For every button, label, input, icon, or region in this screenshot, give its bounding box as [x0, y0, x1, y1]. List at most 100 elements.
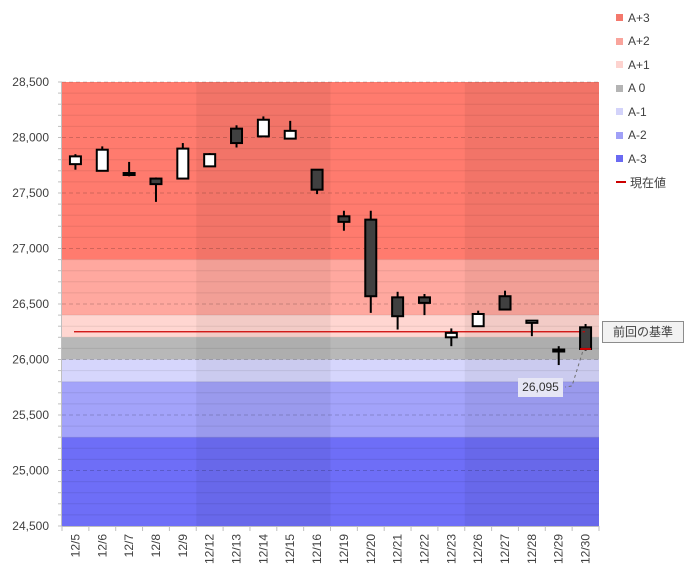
candle	[337, 210, 351, 231]
legend-swatch	[616, 108, 623, 116]
x-tick-label: 12/9	[176, 534, 190, 558]
legend-swatch	[616, 61, 623, 69]
candle-body-down	[391, 296, 405, 318]
candle-body-down	[417, 296, 431, 304]
band-aminus1	[62, 359, 599, 382]
legend-item-a-plus-2: A+2	[616, 30, 666, 54]
x-tick-label: 12/13	[230, 534, 244, 564]
legend-label: A-1	[628, 104, 647, 119]
legend-item-a-minus-2: A-2	[616, 124, 666, 148]
candle	[471, 310, 485, 328]
grid-layer	[62, 81, 599, 516]
candle	[149, 177, 163, 202]
x-tick-label: 12/20	[364, 534, 378, 564]
y-tick-label: 27,500	[12, 186, 49, 200]
legend-swatch	[616, 84, 623, 92]
x-tick-label: 12/6	[95, 534, 109, 558]
candle-body-up	[283, 129, 297, 140]
candle-body-down	[230, 127, 244, 145]
x-tick-label: 12/26	[471, 534, 485, 564]
x-tick-label: 12/12	[203, 534, 217, 564]
legend-swatch	[616, 131, 623, 139]
legend-item-a-0: A 0	[616, 77, 666, 101]
candle	[230, 125, 244, 148]
candle-body-down	[552, 348, 566, 353]
y-axis-ticks: 24,500 25,000 25,500 26,000 26,500 27,000 27,5…	[12, 75, 62, 533]
y-tick-label: 25,000	[12, 464, 49, 478]
band-aminus3	[62, 437, 599, 526]
legend-label: A+2	[628, 34, 650, 49]
candle-body-up	[471, 312, 485, 328]
y-tick-label: 24,500	[12, 519, 49, 533]
candle-body-down	[498, 295, 512, 311]
last-close-label: 26,095	[518, 378, 563, 397]
candle	[417, 294, 431, 316]
candle	[256, 116, 270, 138]
candle-body-down	[310, 168, 324, 191]
candle	[552, 346, 566, 366]
legend-label: A-2	[628, 128, 647, 143]
candle-body-up	[203, 153, 217, 168]
y-tick-label: 26,500	[12, 297, 49, 311]
x-tick-label: 12/29	[552, 534, 566, 564]
y-tick-label: 27,000	[12, 242, 49, 256]
x-tick-label: 12/30	[579, 534, 593, 564]
legend-item-current-value: 現在値	[616, 171, 666, 195]
legend-line-marker	[616, 181, 626, 184]
candle	[203, 153, 217, 168]
candle	[68, 154, 82, 170]
candle	[122, 161, 136, 177]
x-tick-label: 12/5	[68, 534, 82, 558]
candle-body-up	[176, 147, 190, 180]
x-tick-label: 12/14	[256, 534, 270, 564]
candle-body-up	[68, 155, 82, 166]
band-a0	[62, 337, 599, 360]
y-tick-label: 25,500	[12, 408, 49, 422]
legend-swatch	[616, 37, 623, 45]
candle	[391, 291, 405, 330]
y-tick-label: 26,000	[12, 353, 49, 367]
legend-item-a-minus-3: A-3	[616, 147, 666, 171]
legend-item-a-plus-3: A+3	[616, 6, 666, 30]
candle-body-down	[337, 215, 351, 223]
x-tick-label: 12/8	[149, 534, 163, 558]
candle	[364, 210, 378, 313]
x-tick-label: 12/19	[337, 534, 351, 564]
candle-body-down	[149, 177, 163, 186]
legend-label: 現在値	[630, 175, 667, 190]
week-shade	[464, 82, 599, 526]
previous-reference-callout: 前回の基準	[602, 321, 684, 343]
candle	[310, 168, 324, 195]
legend-item-a-minus-1: A-1	[616, 100, 666, 124]
x-tick-label: 12/7	[122, 534, 136, 558]
x-tick-label: 12/27	[498, 534, 512, 564]
x-axis-ticks: 12/5 12/6 12/7 12/8 12/9 12/12 12/13 12/14 12/15…	[61, 526, 600, 564]
band-aplus3	[62, 82, 599, 260]
candle	[498, 290, 512, 311]
x-tick-label: 12/22	[417, 534, 431, 564]
legend-label: A 0	[628, 81, 646, 96]
candle-body-up	[525, 319, 539, 324]
candle	[579, 323, 593, 351]
candle-body-up	[256, 118, 270, 138]
legend-label: A+3	[628, 10, 650, 25]
candle	[95, 146, 109, 172]
week-shade	[196, 82, 331, 526]
candle-body-down	[579, 326, 593, 350]
x-tick-label: 12/23	[444, 534, 458, 564]
x-tick-label: 12/21	[391, 534, 405, 564]
candles-layer	[68, 116, 593, 366]
legend-swatch	[616, 155, 623, 163]
candle-body-down	[122, 172, 136, 177]
band-aminus2	[62, 381, 599, 438]
x-tick-label: 12/16	[310, 534, 324, 564]
legend-label: A+1	[628, 57, 650, 72]
candle	[525, 319, 539, 337]
x-tick-label: 12/28	[525, 534, 539, 564]
candle	[444, 328, 458, 347]
legend-item-a-plus-1: A+1	[616, 53, 666, 77]
legend-label: A-3	[628, 151, 647, 166]
candle-body-up	[444, 331, 458, 339]
band-layer	[62, 82, 599, 526]
legend: A+3 A+2 A+1 A 0 A-1 A-2 A-3 現在値	[616, 6, 666, 194]
